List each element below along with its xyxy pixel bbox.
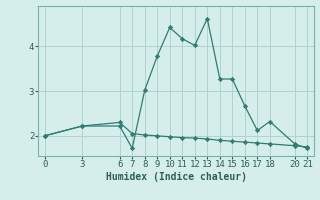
X-axis label: Humidex (Indice chaleur): Humidex (Indice chaleur)	[106, 172, 246, 182]
